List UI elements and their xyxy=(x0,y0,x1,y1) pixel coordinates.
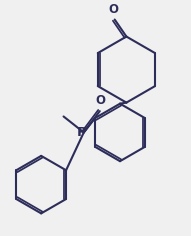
Text: O: O xyxy=(95,94,105,107)
Text: P: P xyxy=(77,126,87,139)
Text: O: O xyxy=(109,3,119,16)
